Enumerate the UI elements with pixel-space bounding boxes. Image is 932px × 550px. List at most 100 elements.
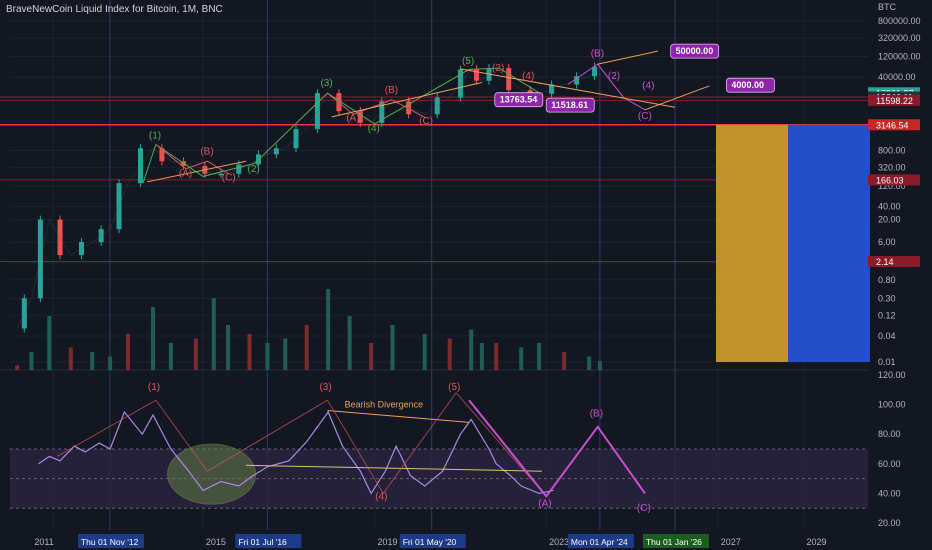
- candle-body: [218, 173, 224, 176]
- time-axis-highlight-label: Fri 01 Jul '16: [238, 537, 287, 547]
- callout-box: [494, 92, 544, 108]
- rsi-wave-label: (C): [637, 503, 651, 514]
- time-axis[interactable]: 2011 2015 2019 2023 2027 2029 Thu 01 Nov '12 Fr…: [0, 531, 932, 550]
- candle-body: [406, 101, 412, 115]
- rsi-projection-path: [468, 399, 646, 498]
- wave-red-label: (C): [222, 173, 236, 184]
- callout-box: [726, 77, 775, 93]
- rsi-wave-label: (B): [590, 408, 603, 419]
- wave-magenta-label: (4): [642, 80, 654, 91]
- candle-body: [314, 93, 320, 130]
- arrow-target-50000: [597, 50, 658, 65]
- volume-bar: [125, 334, 130, 370]
- wave-red-label: (B): [200, 146, 213, 157]
- callout-box: [545, 97, 595, 113]
- wave-red-label: (A): [346, 113, 359, 124]
- time-axis-highlight-label: Thu 01 Jan '26: [646, 537, 702, 547]
- callout-label: 11518.61: [551, 100, 588, 110]
- price-tag-bg: [868, 255, 920, 267]
- price-tag-bg: [868, 94, 920, 106]
- y-tick-label: 120.00: [878, 181, 906, 191]
- volume-bar: [247, 334, 252, 370]
- volume-bar: [168, 343, 173, 370]
- time-axis-highlight-label: Fri 01 May '20: [403, 537, 457, 547]
- time-axis-label: 2029: [807, 537, 827, 547]
- elliott-waves: (1) (2) (3) (4) (5) (A) (B) (C) (A) (B) (C) (2) (4) (…: [142, 49, 710, 184]
- rsi-tick-label: 20.00: [878, 518, 901, 528]
- volume-bar: [283, 338, 288, 370]
- time-axis-highlight-label: Mon 01 Apr '24: [571, 537, 628, 547]
- volume-bar: [47, 316, 52, 370]
- price-tag-label: 2.14: [876, 257, 894, 267]
- y-tick-label: 320000.00: [878, 33, 921, 43]
- time-axis-highlight-label: Thu 01 Nov '12: [81, 537, 139, 547]
- candle-body: [434, 97, 440, 115]
- candle-body: [549, 84, 555, 94]
- candle-body: [21, 298, 27, 329]
- price-tag-bg: [868, 174, 920, 186]
- volume-bar: [479, 343, 484, 370]
- volume-bar: [422, 334, 427, 370]
- callout-box: [670, 43, 720, 59]
- volume-bar: [390, 325, 395, 370]
- y-tick-label: 40000.00: [878, 72, 916, 82]
- rsi-wave-label: (1): [148, 382, 160, 393]
- time-axis-highlight-bg: [77, 534, 144, 548]
- wave-red-path-2: [327, 92, 427, 119]
- candle-body: [236, 164, 242, 174]
- candle-body: [592, 66, 598, 77]
- y-tick-label: 800000.00: [878, 16, 921, 26]
- candle-body: [273, 148, 279, 155]
- trend-orange-1: [147, 160, 247, 183]
- volume-bar: [29, 352, 34, 370]
- rsi-midtrend: [245, 464, 542, 472]
- price-path: [16, 66, 601, 329]
- y-tick-label: 6.00: [878, 237, 896, 247]
- y-tick-label: 0.01: [878, 357, 896, 367]
- time-axis-label: 2011: [34, 537, 53, 547]
- wave-red-label: (C): [419, 116, 433, 127]
- price-tag-label: 11598.22: [876, 96, 913, 106]
- candle-body: [574, 76, 580, 85]
- y-tick-label: 20.00: [878, 215, 901, 225]
- time-axis-highlight-bg: [235, 534, 302, 548]
- rsi-wave-label: (4): [375, 491, 387, 502]
- candle-body: [293, 129, 299, 149]
- volume-bar: [347, 316, 352, 370]
- volume-bar: [519, 347, 524, 370]
- candle-body: [474, 69, 480, 81]
- volume-bar: [326, 289, 331, 370]
- volume-bar: [193, 338, 198, 370]
- volume-bar: [108, 356, 113, 370]
- trend-orange-2: [331, 82, 483, 118]
- candle-body: [98, 229, 104, 243]
- rsi-pane: Bearish Divergence (1) (3) (5) (4) (A) (B) (C): [10, 382, 868, 514]
- y-tick-label: 0.80: [878, 275, 896, 285]
- candle-body: [37, 219, 43, 299]
- wave-green-label: (1): [149, 131, 161, 142]
- time-axis-label: 2023: [549, 537, 569, 547]
- time-axis-highlight-bg: [567, 534, 634, 548]
- candle-body: [159, 148, 165, 162]
- y-tick-label: 0.04: [878, 331, 896, 341]
- volume-bar: [265, 343, 270, 370]
- volume-bar: [68, 347, 73, 370]
- price-tag-bg: [868, 119, 920, 131]
- accumulation-ellipse: [167, 443, 257, 505]
- rsi-wave-label: (3): [319, 382, 331, 393]
- trend-orange-3: [460, 68, 676, 108]
- callout-label: 50000.00: [676, 46, 714, 56]
- volume-bars: [15, 289, 602, 370]
- wave-green-label: (2): [248, 164, 260, 175]
- vertical-markers: [109, 0, 676, 530]
- price-tag-label: 3146.54: [876, 120, 909, 130]
- callout-label: 13763.54: [500, 95, 538, 105]
- candle-body: [79, 242, 84, 256]
- wave-magenta-path: [567, 63, 646, 111]
- volume-bar: [304, 325, 309, 370]
- y-tick-label: 320.00: [878, 163, 906, 173]
- rsi-tick-label: 40.00: [878, 488, 901, 498]
- volume-bar: [369, 343, 374, 370]
- volume-bar: [494, 343, 499, 370]
